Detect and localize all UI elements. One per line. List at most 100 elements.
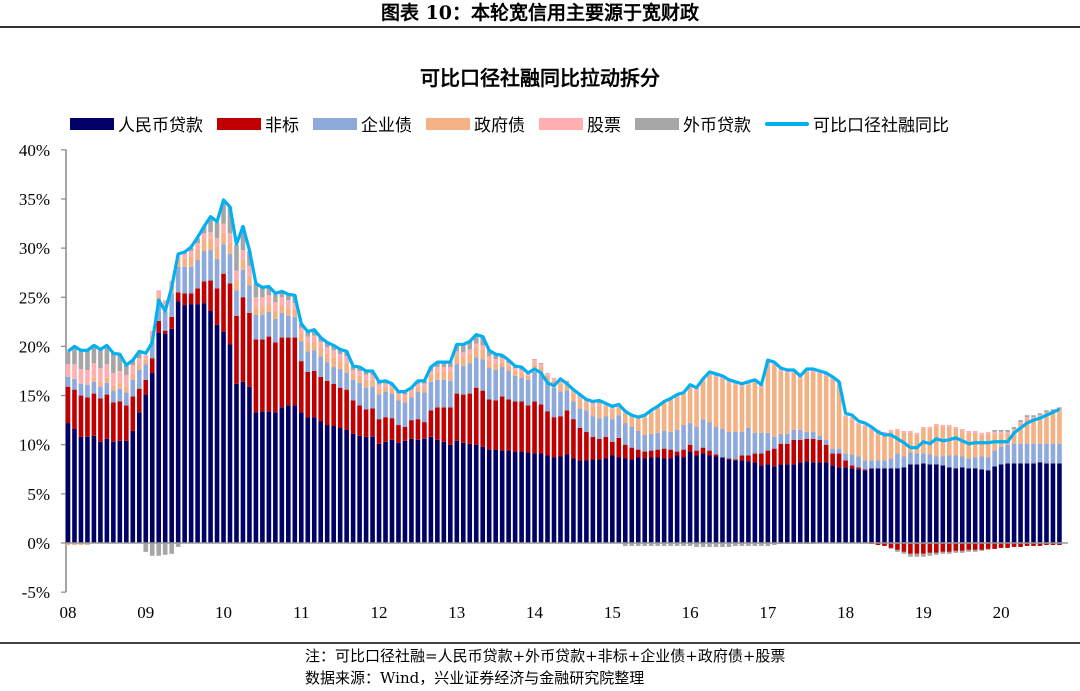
bar-segment — [240, 250, 246, 260]
legend-swatch — [765, 121, 809, 126]
bar-segment — [435, 407, 440, 440]
bar-segment — [882, 468, 887, 543]
bar-segment — [499, 367, 505, 397]
bar-segment — [694, 455, 699, 543]
bar-segment — [512, 451, 518, 543]
bar-segment — [188, 266, 194, 294]
bar-segment — [635, 449, 641, 458]
bar-segment — [65, 364, 71, 377]
bar-segment — [597, 418, 602, 439]
bar-segment — [1050, 543, 1056, 545]
bar-segment — [286, 405, 291, 543]
bar-segment — [91, 377, 97, 382]
bar-segment — [104, 377, 110, 383]
bar-segment — [136, 351, 142, 359]
bar-segment — [117, 370, 123, 383]
bar-segment — [519, 372, 524, 378]
bar-segment — [221, 200, 226, 224]
bar-segment — [584, 400, 589, 403]
bar-segment — [376, 394, 382, 420]
bar-segment — [584, 402, 589, 411]
bar-segment — [221, 223, 226, 233]
bar-segment — [415, 386, 421, 392]
bar-segment — [875, 543, 881, 545]
bar-segment — [707, 450, 712, 456]
bar-segment — [214, 238, 220, 247]
bar-segment — [985, 431, 991, 434]
bar-segment — [985, 548, 991, 550]
bar-segment — [72, 428, 77, 543]
bar-segment — [253, 314, 259, 340]
legend: 人民币贷款 非标 企业债 政府债 股票 外币贷款 可比口径社融同比 — [70, 111, 963, 136]
bar-segment — [603, 404, 609, 407]
bar-segment — [979, 469, 984, 543]
bar-segment — [331, 383, 336, 427]
bar-segment — [577, 396, 583, 400]
bar-segment — [188, 304, 194, 543]
bar-segment — [733, 384, 738, 432]
y-tick-label: 20% — [19, 337, 50, 356]
bar-segment — [551, 457, 557, 543]
bar-segment — [234, 315, 239, 384]
bar-segment — [1024, 415, 1030, 418]
bar-segment — [616, 406, 622, 416]
legend-item-loans: 人民币贷款 — [70, 111, 203, 136]
bar-segment — [674, 396, 680, 430]
bar-segment — [875, 431, 881, 461]
bar-segment — [908, 432, 913, 453]
bar-segment — [480, 359, 486, 391]
legend-item-fx-loans: 外币贷款 — [635, 111, 751, 136]
bottom-divider — [0, 642, 1080, 644]
bar-segment — [1018, 463, 1023, 543]
bar-segment — [959, 467, 965, 543]
bar-segment — [1031, 463, 1036, 543]
bar-segment — [273, 311, 278, 319]
bar-segment — [370, 379, 375, 387]
bar-segment — [1037, 415, 1043, 418]
bar-segment — [629, 417, 635, 428]
bar-segment — [402, 394, 408, 398]
bar-segment — [376, 443, 382, 543]
bar-segment — [784, 433, 790, 444]
bar-segment — [279, 305, 285, 313]
bar-segment — [260, 339, 265, 412]
bar-segment — [409, 397, 414, 421]
bar-segment — [286, 315, 291, 338]
bar-segment — [791, 372, 797, 430]
bar-segment — [480, 349, 486, 360]
bar-segment — [162, 330, 168, 334]
bar-segment — [409, 438, 414, 543]
bar-segment — [357, 370, 362, 376]
bar-segment — [240, 297, 246, 382]
bar-segment — [273, 342, 278, 413]
bar-segment — [130, 373, 136, 380]
bar-segment — [65, 386, 71, 424]
bar-segment — [921, 553, 926, 557]
bar-segment — [655, 449, 660, 458]
bar-segment — [124, 440, 129, 543]
bar-segment — [454, 364, 460, 394]
bar-segment — [979, 549, 984, 551]
bar-segment — [778, 433, 784, 444]
bar-segment — [448, 367, 453, 372]
bar-segment — [797, 378, 803, 430]
bar-segment — [266, 295, 272, 305]
bar-segment — [337, 369, 343, 388]
bar-segment — [791, 439, 797, 465]
bar-segment — [700, 381, 706, 420]
bar-segment — [311, 335, 317, 342]
top-divider — [0, 26, 1080, 28]
bar-segment — [389, 418, 395, 440]
bar-segment — [266, 312, 272, 337]
figure-title: 图表 10：本轮宽信用主要源于宽财政 — [380, 2, 700, 24]
bar-segment — [221, 273, 226, 332]
bar-segment — [286, 337, 291, 406]
bar-segment — [927, 427, 933, 429]
legend-item-tsf-growth: 可比口径社融同比 — [765, 111, 949, 136]
bar-segment — [506, 450, 511, 543]
bar-segment — [143, 355, 149, 360]
bar-segment — [499, 358, 505, 362]
bar-segment — [908, 452, 913, 465]
bar-segment — [532, 359, 537, 361]
bar-segment — [668, 400, 673, 432]
